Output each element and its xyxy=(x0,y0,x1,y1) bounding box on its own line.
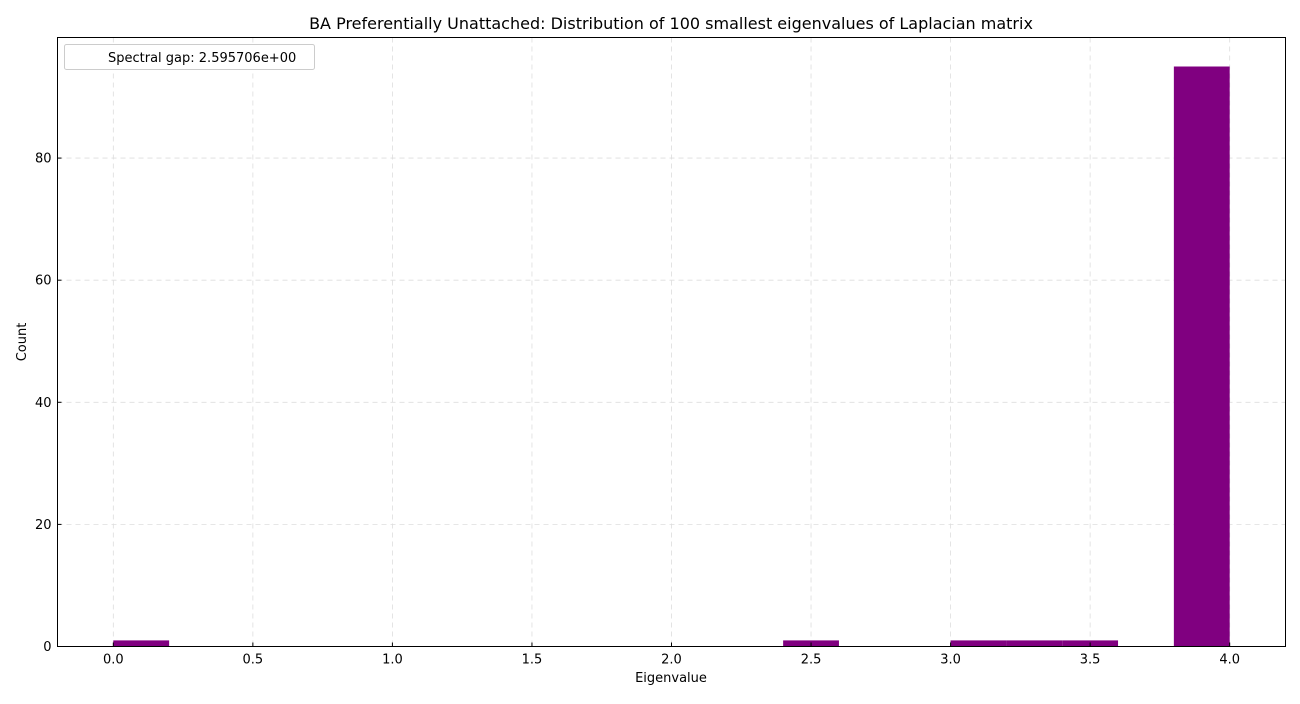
histogram-bar xyxy=(113,640,170,647)
x-tick-label: 4.0 xyxy=(1219,653,1240,668)
x-axis-label: Eigenvalue xyxy=(635,671,707,686)
legend-entry: Spectral gap: 2.595706e+00 xyxy=(108,51,296,66)
y-tick-label: 0 xyxy=(43,640,51,655)
histogram-bar xyxy=(1173,66,1230,647)
bars-layer xyxy=(113,66,1230,647)
x-tick-label: 0.5 xyxy=(243,653,264,668)
histogram-bar xyxy=(1006,640,1063,647)
x-tick-label: 3.0 xyxy=(940,653,961,668)
x-tick-label: 0.0 xyxy=(103,653,124,668)
ticks-layer: 0.0 0.5 1.0 1.5 2.0 2.5 3.0 3.5 4.0 0 20 40 60 80 xyxy=(35,152,1240,668)
legend: Spectral gap: 2.595706e+00 xyxy=(64,44,315,70)
x-tick-label: 1.5 xyxy=(522,653,543,668)
grid-layer xyxy=(57,37,1286,647)
y-tick-label: 40 xyxy=(35,396,52,411)
x-tick-label: 1.0 xyxy=(382,653,403,668)
y-tick-label: 60 xyxy=(35,274,52,289)
x-tick-label: 3.5 xyxy=(1080,653,1101,668)
y-tick-label: 80 xyxy=(35,152,52,167)
chart-title: BA Preferentially Unattached: Distributi… xyxy=(309,14,1033,33)
histogram-bar xyxy=(950,640,1007,647)
y-axis-label: Count xyxy=(15,323,30,362)
legend-box xyxy=(64,44,315,70)
y-tick-label: 20 xyxy=(35,518,52,533)
x-tick-label: 2.5 xyxy=(801,653,822,668)
x-tick-label: 2.0 xyxy=(661,653,682,668)
